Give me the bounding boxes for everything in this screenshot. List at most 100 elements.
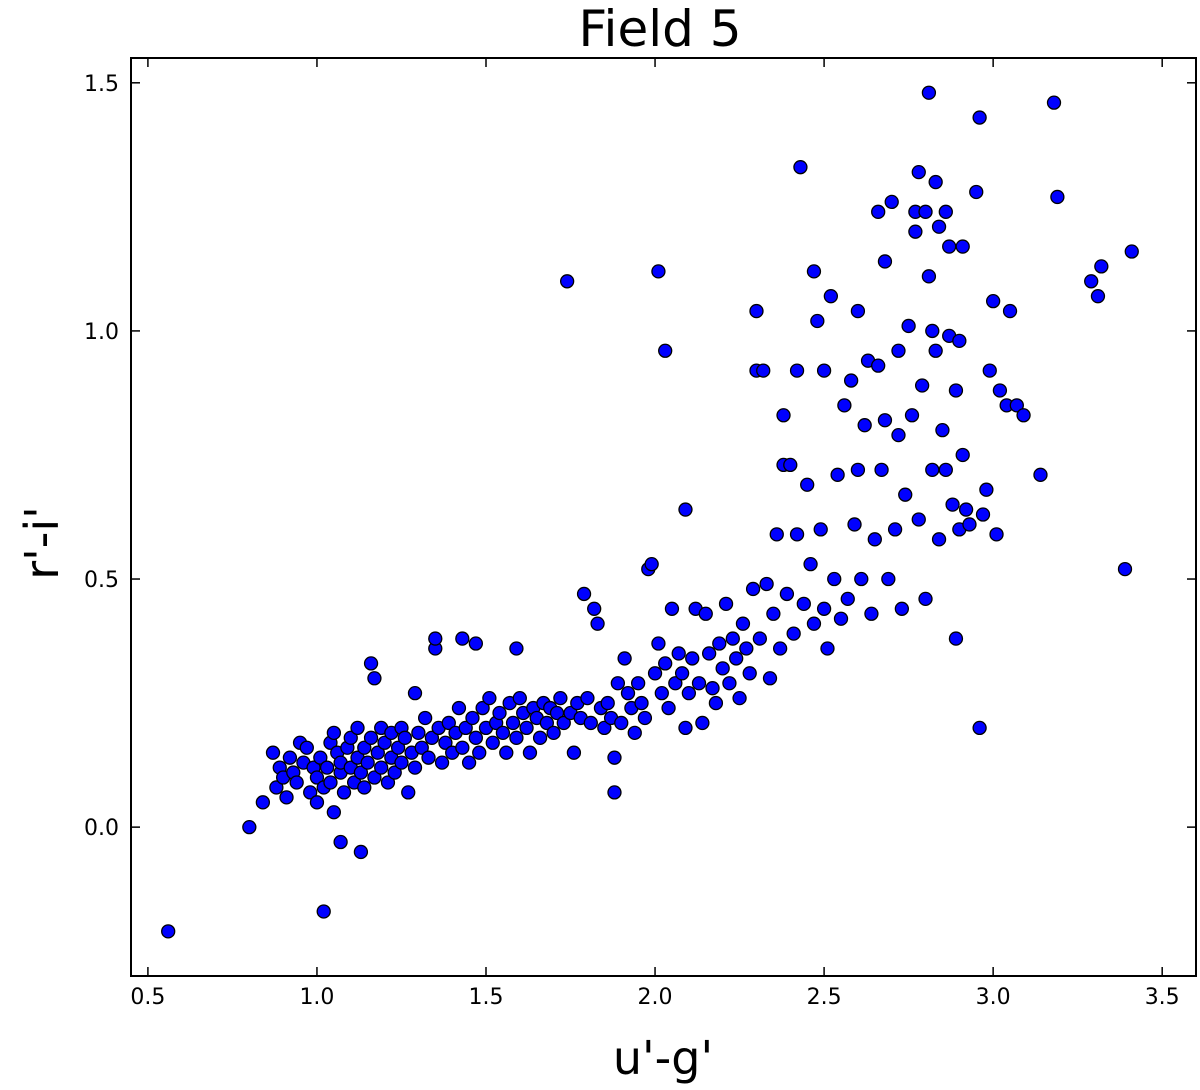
plot-frame (130, 57, 1197, 977)
data-point (390, 740, 406, 755)
data-point (651, 636, 666, 651)
data-point (745, 581, 761, 597)
data-point (864, 606, 879, 621)
x-tick-label: 2.5 (807, 985, 842, 1010)
data-point (789, 363, 805, 378)
data-point (725, 631, 740, 646)
data-point (1009, 398, 1024, 413)
data-point (461, 755, 477, 770)
data-point (309, 795, 325, 810)
data-point (827, 571, 842, 587)
data-point (948, 383, 964, 398)
data-point (756, 363, 771, 378)
data-point (806, 616, 822, 631)
data-point (918, 204, 933, 219)
x-tick-label: 3.0 (976, 985, 1011, 1010)
data-point (397, 730, 413, 745)
data-point (972, 720, 987, 736)
data-point (678, 720, 693, 736)
data-point (1117, 561, 1133, 577)
data-point (871, 358, 886, 373)
data-point (921, 85, 937, 100)
data-point (854, 571, 869, 587)
data-point (161, 924, 176, 939)
data-point (925, 323, 940, 339)
data-point (823, 289, 839, 304)
data-point (370, 745, 385, 760)
data-point (566, 745, 582, 760)
data-point (357, 780, 372, 795)
data-point (925, 462, 940, 478)
data-point (732, 690, 747, 706)
data-point (674, 666, 690, 681)
data-point (441, 715, 456, 731)
data-point (881, 571, 896, 587)
data-point (458, 720, 473, 736)
data-point (377, 735, 392, 750)
data-point (607, 785, 622, 800)
data-point (363, 730, 379, 745)
y-tick-label: 0.0 (84, 816, 119, 841)
data-point (343, 730, 358, 745)
data-point (681, 686, 697, 701)
data-point (255, 795, 271, 810)
data-point (742, 666, 757, 681)
data-point (394, 755, 409, 770)
data-point (647, 666, 663, 681)
data-point (820, 641, 835, 656)
data-point (580, 690, 595, 706)
data-point (600, 695, 615, 711)
data-point (891, 343, 906, 358)
data-point (468, 730, 484, 745)
data-point (908, 224, 923, 239)
data-point (992, 383, 1008, 398)
data-point (299, 740, 314, 755)
data-point (678, 502, 693, 517)
data-point (671, 646, 686, 661)
x-tick-label: 1.5 (469, 985, 504, 1010)
data-point (938, 204, 953, 219)
data-point (644, 556, 659, 572)
data-point (928, 343, 943, 358)
data-point (522, 745, 538, 760)
data-point (539, 715, 555, 731)
data-point (468, 636, 484, 651)
data-point (712, 636, 727, 651)
data-point (982, 363, 997, 378)
data-point (739, 641, 754, 656)
data-point (948, 631, 964, 646)
data-point (438, 735, 453, 750)
y-tick-label: 1.0 (84, 320, 119, 345)
data-point (465, 710, 480, 726)
data-point (627, 725, 642, 741)
data-point (265, 745, 281, 760)
data-point (816, 363, 832, 378)
x-tick-label: 0.5 (130, 985, 165, 1010)
chart-title: Field 5 (578, 0, 741, 58)
data-point (800, 477, 815, 492)
data-point (887, 522, 903, 537)
data-point (921, 269, 937, 284)
data-point (661, 700, 676, 716)
data-point (472, 745, 487, 760)
data-point (894, 601, 910, 616)
data-point (387, 765, 402, 780)
data-point (762, 671, 778, 686)
data-point (789, 527, 805, 542)
data-point (810, 313, 825, 329)
data-point (877, 254, 893, 269)
data-point (380, 775, 396, 790)
data-point (931, 219, 947, 234)
data-point (962, 517, 977, 532)
data-point (816, 601, 832, 616)
data-point (350, 720, 365, 736)
data-point (668, 676, 683, 691)
data-point (698, 606, 713, 621)
data-point (651, 264, 666, 279)
data-point (424, 730, 440, 745)
data-point (658, 656, 673, 671)
data-point (776, 408, 791, 423)
data-point (451, 700, 467, 716)
data-point (718, 596, 734, 611)
data-point (955, 239, 970, 254)
